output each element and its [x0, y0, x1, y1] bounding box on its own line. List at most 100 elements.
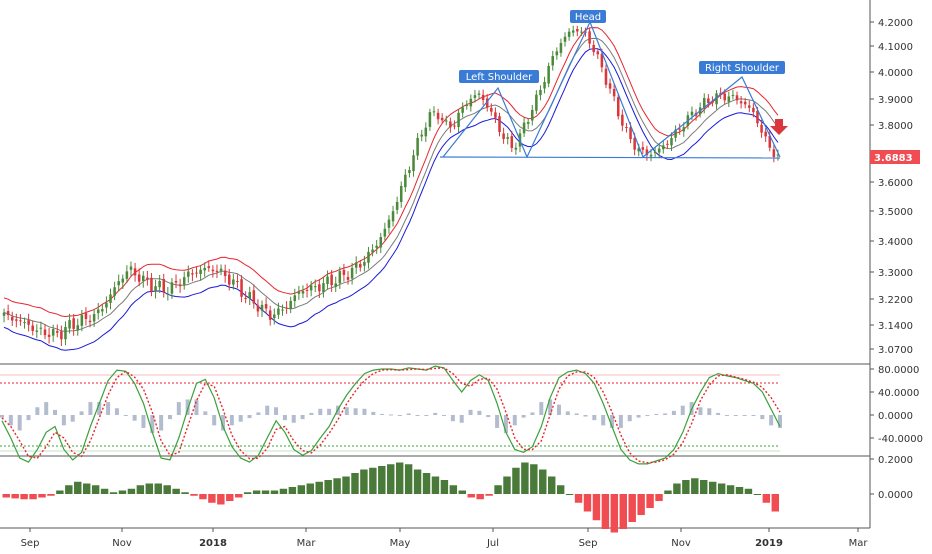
- candle-body: [576, 29, 579, 32]
- candle-body: [240, 279, 243, 297]
- hist-bar: [172, 488, 180, 494]
- candle-body: [612, 89, 616, 97]
- candle-body: [96, 309, 100, 314]
- candle-body: [530, 109, 534, 121]
- osc-area-bar: [114, 408, 119, 415]
- candle-body: [72, 318, 75, 329]
- osc-area-bar: [26, 415, 31, 421]
- hist-bar: [288, 487, 297, 494]
- down-arrow-shaft: [775, 119, 783, 127]
- candle-body: [101, 309, 104, 312]
- hist-bar: [771, 494, 779, 512]
- hist-bar: [2, 494, 10, 498]
- candle-body: [318, 284, 321, 292]
- hist-bar: [440, 480, 449, 494]
- hist-bar: [100, 488, 109, 494]
- candle-body: [170, 282, 174, 294]
- candle-body: [293, 295, 297, 302]
- x-tick-label: Sep: [579, 538, 598, 549]
- hist-bar: [217, 494, 225, 505]
- candle-body: [404, 174, 407, 188]
- candle-body: [436, 112, 440, 120]
- hist-bar: [700, 480, 708, 494]
- osc-area-bar: [353, 408, 358, 415]
- candle-body: [219, 268, 223, 271]
- candle-body: [178, 284, 182, 287]
- candle-body: [51, 329, 55, 336]
- osc-area-bar: [229, 415, 234, 426]
- osc-area-bar: [141, 415, 146, 428]
- candle-body: [453, 125, 456, 127]
- hist-bar: [11, 494, 19, 499]
- price-tick-label: 3.8000: [878, 121, 913, 132]
- candle-body: [76, 325, 80, 330]
- candle-body: [465, 104, 469, 107]
- candle-body: [150, 277, 153, 292]
- hist-bar: [691, 478, 699, 494]
- hist-bar: [565, 494, 574, 495]
- candle-body: [244, 297, 247, 299]
- candle-body: [535, 94, 538, 111]
- osc-area-bar: [97, 402, 102, 415]
- osc-area-bar: [503, 415, 508, 434]
- candle-body: [567, 31, 571, 37]
- candle-body: [223, 270, 227, 277]
- osc-area-bar: [238, 415, 243, 422]
- candle-body: [47, 334, 51, 337]
- candle-body: [273, 314, 276, 319]
- annotation-head-bg: [570, 10, 606, 23]
- x-tick-label: May: [390, 538, 411, 549]
- candle-body: [80, 314, 84, 326]
- osc-area-bar: [291, 415, 296, 423]
- candle-body: [2, 312, 6, 316]
- candle-body: [305, 289, 309, 291]
- candle-body: [690, 111, 694, 116]
- osc-area-bar: [433, 412, 438, 415]
- hist-bar: [708, 481, 717, 494]
- osc-tick-label: -40.0000: [878, 434, 923, 445]
- candle-body: [187, 271, 190, 277]
- osc-area-bar: [592, 415, 597, 421]
- hist-bar: [324, 480, 332, 494]
- osc-area-bar: [742, 415, 747, 417]
- hist-bar: [762, 494, 771, 503]
- candle-body: [359, 263, 362, 268]
- price-tick-label: 3.9000: [878, 95, 913, 106]
- hist-bar: [56, 490, 64, 494]
- panel-frames: [0, 0, 871, 529]
- osc-area-bar: [601, 415, 606, 426]
- hist-bar: [682, 480, 690, 494]
- hist-bar: [261, 490, 270, 494]
- hist-bar: [252, 490, 261, 494]
- candle-body: [600, 53, 604, 68]
- hist-bar: [47, 494, 55, 496]
- osc-area-bar: [88, 402, 93, 415]
- candle-body: [674, 129, 677, 138]
- hist-bar: [74, 481, 82, 494]
- hist-bar: [503, 476, 511, 494]
- candle-body: [481, 94, 485, 100]
- candle-body: [268, 310, 272, 320]
- hist-bar: [628, 494, 636, 522]
- candle-body: [580, 31, 583, 33]
- candle-body: [748, 105, 751, 108]
- candle-body: [764, 131, 767, 137]
- osc-area-bar: [176, 402, 181, 415]
- hist-bar: [735, 487, 744, 494]
- candle-body: [559, 42, 563, 53]
- osc-area-bar: [618, 415, 623, 428]
- candle-body: [670, 138, 673, 146]
- osc-area-bar: [79, 411, 84, 415]
- osc-area-bar: [282, 415, 287, 421]
- candle-body: [125, 271, 129, 279]
- candle-body: [199, 269, 202, 275]
- candle-body: [43, 329, 47, 336]
- annotation-left-shoulder-bg: [459, 70, 539, 83]
- osc-area-bar: [663, 413, 668, 415]
- osc-slow-line: [1, 367, 781, 464]
- candle-body: [88, 320, 92, 323]
- hist-bar: [226, 494, 234, 501]
- hist-bar: [65, 485, 73, 494]
- candle-body: [571, 30, 575, 33]
- osc-area-bar: [654, 413, 659, 415]
